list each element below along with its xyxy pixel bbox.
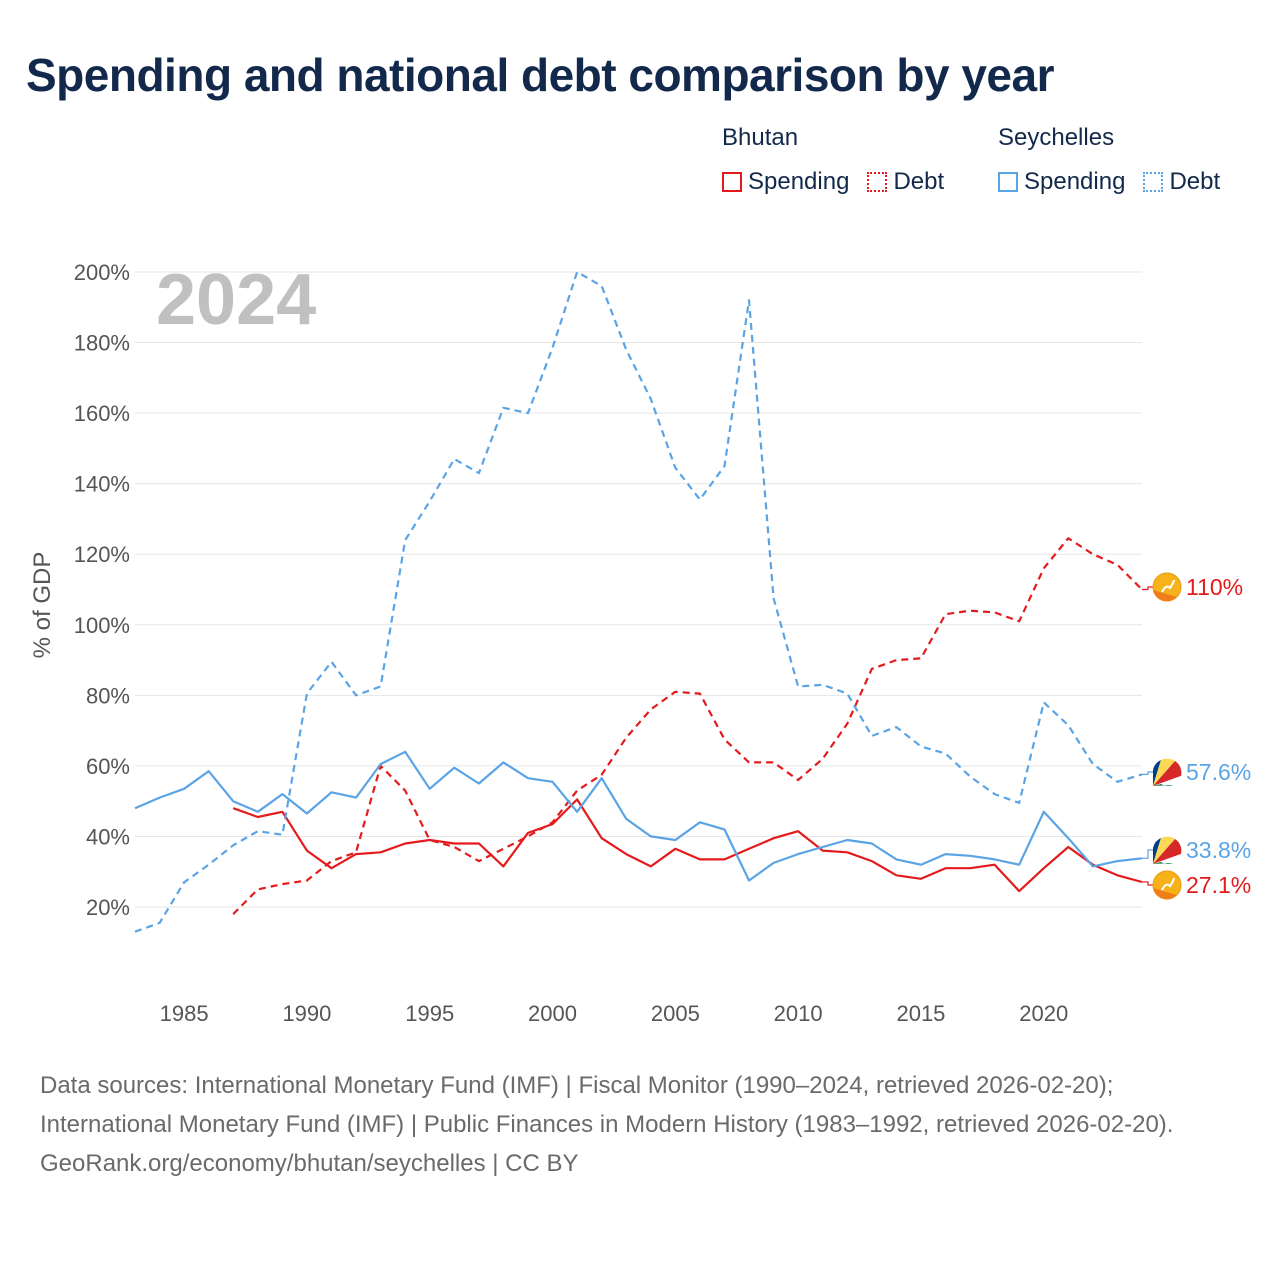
year-watermark: 2024: [156, 260, 316, 340]
y-tick-label: 40%: [86, 824, 130, 849]
x-tick-label: 2005: [651, 1001, 700, 1026]
legend-swatch-bhutan-spending: [722, 172, 742, 192]
end-label-leader: [1142, 586, 1153, 591]
legend-country-bhutan: Bhutan: [722, 124, 799, 151]
legend-label-bhutan-debt: Debt: [893, 168, 945, 195]
y-tick-label: 140%: [74, 472, 130, 497]
footer: Data sources: International Monetary Fun…: [40, 1066, 1240, 1183]
x-tick-label: 2010: [774, 1001, 823, 1026]
x-tick-label: 2000: [528, 1001, 577, 1026]
x-tick-label: 1990: [282, 1001, 331, 1026]
legend-country-seychelles: Seychelles: [998, 124, 1115, 151]
legend-label-bhutan-spending: Spending: [748, 168, 850, 195]
end-value-label: 33.8%: [1186, 837, 1251, 863]
legend-swatch-seychelles-debt: [1143, 172, 1164, 192]
seychelles-flag-icon: [1153, 836, 1182, 864]
end-label-leader: [1142, 881, 1153, 886]
end-label-leader: [1142, 771, 1153, 775]
line-chart: 2024 20% 40% 60% 80% 100% 120% 140% 160% 180% 200…: [29, 260, 1251, 1026]
series-line-seychelles-debt[interactable]: [134, 270, 1143, 933]
end-value-label: 110%: [1186, 574, 1243, 600]
y-tick-label: 20%: [86, 895, 130, 920]
y-tick-label: 180%: [74, 331, 130, 356]
legend-item-seychelles-debt[interactable]: Debt: [1143, 168, 1220, 196]
legend-label-seychelles-debt: Debt: [1169, 168, 1221, 195]
x-tick-label: 1985: [160, 1001, 209, 1026]
y-tick-label: 80%: [86, 683, 130, 708]
seychelles-flag-icon: [1153, 758, 1182, 786]
end-label-leader: [1142, 849, 1153, 859]
legend-item-seychelles-spending[interactable]: Spending: [998, 168, 1125, 196]
y-tick-label: 160%: [74, 401, 130, 426]
legend-item-bhutan-spending[interactable]: Spending: [722, 168, 849, 196]
x-tick-label: 1995: [405, 1001, 454, 1026]
legend-item-bhutan-debt[interactable]: Debt: [867, 168, 944, 196]
legend-label-seychelles-spending: Spending: [1024, 168, 1126, 195]
bhutan-flag-icon: [1152, 572, 1182, 602]
x-axis-ticks: 1985 1990 1995 2000 2005 2010 2015 2020: [160, 1001, 1069, 1026]
x-tick-label: 2020: [1019, 1001, 1068, 1026]
series-line-seychelles-spending[interactable]: [134, 750, 1143, 882]
legend-swatch-seychelles-spending: [998, 172, 1018, 192]
bhutan-flag-icon: [1152, 870, 1182, 900]
end-value-label: 57.6%: [1186, 759, 1251, 785]
legend-swatch-bhutan-debt: [867, 172, 888, 192]
gridlines: [135, 271, 1142, 908]
y-tick-label: 60%: [86, 754, 130, 779]
y-tick-label: 200%: [74, 260, 130, 285]
legend-group-bhutan: Bhutan Spending Debt: [722, 124, 962, 196]
y-tick-label: 100%: [74, 613, 130, 638]
credit-link[interactable]: GeoRank.org/economy/bhutan/seychelles | …: [40, 1150, 579, 1177]
data-sources: Data sources: International Monetary Fun…: [40, 1072, 1174, 1138]
chart-title: Spending and national debt comparison by…: [26, 49, 1055, 101]
legend-group-seychelles: Seychelles Spending Debt: [998, 124, 1238, 196]
y-tick-label: 120%: [74, 542, 130, 567]
x-tick-label: 2015: [896, 1001, 945, 1026]
series-line-bhutan-spending[interactable]: [232, 798, 1143, 893]
end-value-label: 27.1%: [1186, 872, 1251, 898]
y-axis-ticks: 20% 40% 60% 80% 100% 120% 140% 160% 180% 200%: [74, 260, 130, 920]
end-labels: 110% 57.6% 33.8% 27.1%: [1142, 572, 1251, 900]
series-lines: [134, 270, 1143, 933]
series-line-bhutan-debt[interactable]: [232, 537, 1143, 915]
y-axis-label: % of GDP: [29, 552, 56, 659]
